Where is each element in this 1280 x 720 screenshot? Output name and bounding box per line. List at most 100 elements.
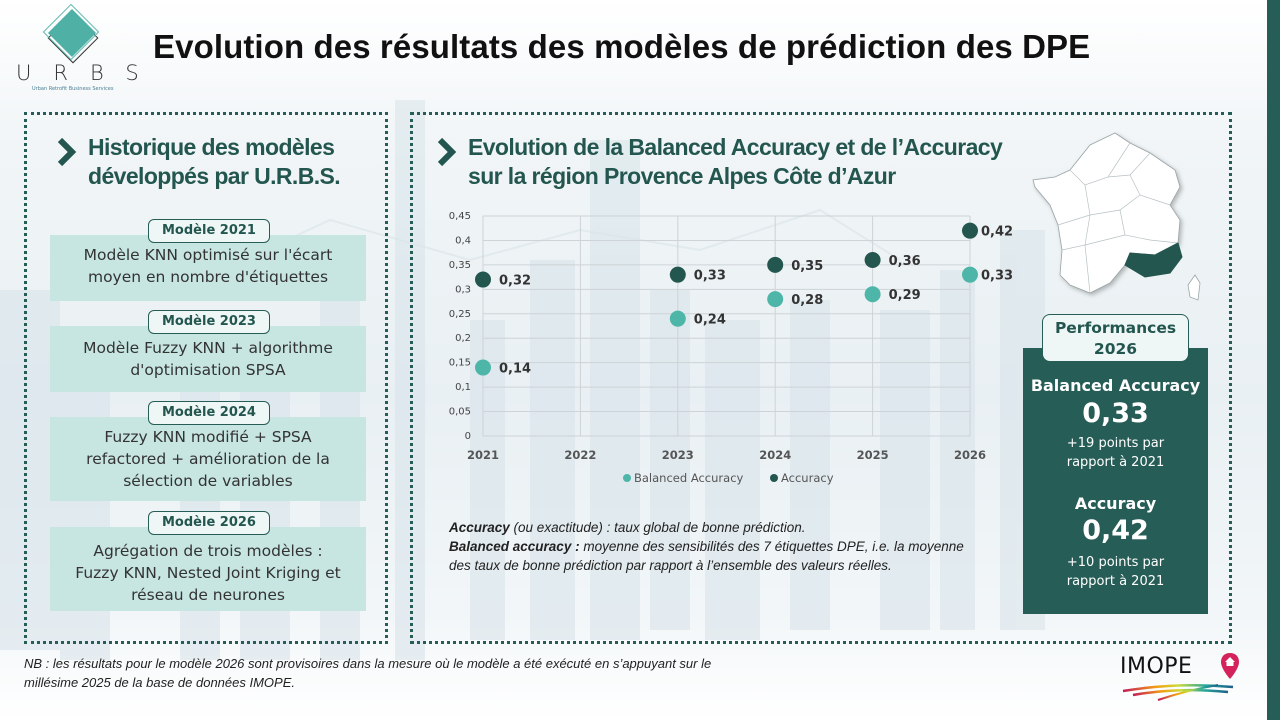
- model-desc-line: d'optimisation SPSA: [130, 361, 286, 379]
- balanced-accuracy-label: Balanced Accuracy: [1030, 376, 1201, 395]
- x-tick-label: 2021: [467, 448, 499, 462]
- model-desc-line: Agrégation de trois modèles :: [93, 542, 323, 560]
- legend-marker: [770, 474, 778, 482]
- footnote-line1: NB : les résultats pour le modèle 2026 s…: [24, 656, 712, 671]
- logo-letters: URBS: [16, 61, 161, 85]
- model-desc-line: refactored + amélioration de la: [86, 450, 330, 468]
- data-point-balanced-accuracy: [767, 291, 784, 308]
- y-tick-label: 0: [465, 431, 471, 442]
- location-pin-icon: [1221, 653, 1239, 679]
- paca-region-highlight: [1124, 242, 1183, 278]
- data-point-accuracy: [669, 266, 686, 283]
- data-label: 0,29: [889, 288, 921, 303]
- data-point-balanced-accuracy: [962, 266, 978, 283]
- y-tick-label: 0,4: [455, 235, 471, 246]
- x-tick-label: 2025: [857, 448, 889, 462]
- data-label: 0,42: [981, 225, 1013, 240]
- model-tag-2021: Modèle 2021: [148, 219, 270, 243]
- chevron-right-icon: [57, 137, 77, 167]
- models-history-title-line1: Historique des modèles: [88, 134, 335, 160]
- data-label: 0,33: [694, 269, 726, 284]
- accuracy-definition: Accuracy (ou exactitude) : taux global d…: [449, 518, 989, 537]
- data-label: 0,35: [791, 259, 823, 274]
- model-tag-2023: Modèle 2023: [148, 310, 270, 334]
- chevron-right-icon: [437, 137, 457, 167]
- models-history-heading: Historique des modèles développés par U.…: [56, 133, 341, 191]
- model-desc-line: réseau de neurones: [131, 586, 285, 604]
- balanced-note-line2: rapport à 2021: [1066, 455, 1165, 470]
- models-history-title-line2: développés par U.R.B.S.: [88, 163, 341, 189]
- balanced-note-line1: +19 points par: [1066, 436, 1165, 451]
- model-desc-line: Modèle KNN optimisé sur l'écart: [83, 246, 333, 264]
- chart-grid: [482, 215, 971, 437]
- data-label: 0,36: [889, 254, 921, 269]
- model-desc-line: Fuzzy KNN modifié + SPSA: [104, 428, 312, 446]
- performance-tag-line1: Performances: [1054, 319, 1177, 337]
- accuracy-text: (ou exactitude) : taux global de bonne p…: [509, 520, 806, 535]
- model-desc-line: Modèle Fuzzy KNN + algorithme: [83, 339, 333, 357]
- footnote-line2: millésime 2025 de la base de données IMO…: [24, 675, 295, 690]
- model-tag-2026: Modèle 2026: [148, 511, 270, 535]
- accuracy-note: +10 points par rapport à 2021: [1023, 553, 1208, 591]
- accuracy-value: 0,42: [1082, 515, 1149, 546]
- data-point-accuracy: [767, 256, 784, 273]
- model-desc-line: sélection de variables: [123, 472, 293, 490]
- legend-label: Accuracy: [781, 471, 834, 485]
- logo-subtitle: Urban Retrofit Business Services: [32, 86, 114, 92]
- logo-diamond-icon: [47, 8, 97, 58]
- provisional-results-note: NB : les résultats pour le modèle 2026 s…: [24, 654, 904, 692]
- y-tick-label: 0,05: [449, 407, 471, 418]
- metric-definitions: Accuracy (ou exactitude) : taux global d…: [449, 518, 989, 575]
- y-tick-label: 0,35: [449, 260, 471, 271]
- y-tick-label: 0,1: [455, 382, 471, 393]
- performance-tag-line2: 2026: [1093, 340, 1138, 358]
- legend-label: Balanced Accuracy: [634, 471, 744, 485]
- x-tick-label: 2022: [564, 448, 596, 462]
- accuracy-label: Accuracy: [1074, 494, 1157, 513]
- y-tick-label: 0,3: [455, 284, 471, 295]
- map-region: [1032, 132, 1181, 294]
- model-desc-line: moyen en nombre d'étiquettes: [87, 268, 329, 286]
- x-tick-label: 2026: [954, 448, 986, 462]
- legend-marker: [623, 474, 631, 482]
- page-title: Evolution des résultats des modèles de p…: [153, 28, 1091, 65]
- accuracy-note-line2: rapport à 2021: [1066, 574, 1165, 589]
- y-tick-label: 0,2: [455, 333, 471, 344]
- model-card-2024: Fuzzy KNN modifié + SPSA refactored + am…: [50, 417, 366, 501]
- x-tick-label: 2024: [759, 448, 791, 462]
- imope-logo: IMOPE: [1118, 652, 1248, 702]
- right-accent-bar: [1267, 0, 1280, 720]
- chart-title-line1: Evolution de la Balanced Accuracy et de …: [468, 134, 1003, 160]
- accuracy-note-line1: +10 points par: [1066, 555, 1165, 570]
- imope-rainbow-lines-icon: [1122, 683, 1234, 701]
- data-point-accuracy: [864, 252, 881, 268]
- data-label: 0,24: [694, 313, 726, 328]
- accuracy-scatter-chart: 0 0,05 0,1 0,15 0,2 0,25 0,3 0,35 0,4 0,45 2021 20…: [449, 211, 1013, 485]
- balanced-accuracy-note: +19 points par rapport à 2021: [1023, 434, 1208, 472]
- model-desc-line: Fuzzy KNN, Nested Joint Kriging et: [75, 564, 341, 582]
- balanced-definition: Balanced accuracy : moyenne des sensibil…: [449, 537, 989, 575]
- model-card-2026: Agrégation de trois modèles : Fuzzy KNN,…: [50, 527, 366, 611]
- corsica: [1187, 274, 1201, 301]
- balanced-accuracy-value: 0,33: [1082, 398, 1149, 429]
- data-point-balanced-accuracy: [864, 286, 881, 303]
- y-tick-label: 0,25: [449, 309, 471, 320]
- imope-logo-text: IMOPE: [1120, 654, 1193, 679]
- chart-points: 0,14 0,24 0,28 0,29 0,33 0,32 0,33 0,35 0,36 0,42: [475, 222, 1013, 377]
- y-tick-label: 0,15: [449, 358, 471, 369]
- data-label: 0,14: [499, 362, 531, 377]
- balanced-term: Balanced accuracy :: [449, 539, 580, 554]
- performance-2026-box: Balanced Accuracy 0,33 +19 points par ra…: [1023, 348, 1208, 614]
- france-map: [1032, 132, 1201, 301]
- data-point-balanced-accuracy: [475, 359, 491, 376]
- y-axis-ticks: 0 0,05 0,1 0,15 0,2 0,25 0,3 0,35 0,4 0,45: [449, 211, 471, 442]
- data-label: 0,33: [981, 269, 1013, 284]
- model-card-2023: Modèle Fuzzy KNN + algorithme d'optimisa…: [50, 326, 366, 392]
- data-point-balanced-accuracy: [669, 310, 686, 327]
- data-point-accuracy: [962, 222, 978, 239]
- data-label: 0,32: [499, 274, 531, 289]
- chart-legend: Balanced Accuracy Accuracy: [623, 471, 834, 485]
- y-tick-label: 0,45: [449, 211, 471, 222]
- performance-2026-tag: Performances 2026: [1042, 314, 1189, 362]
- x-tick-label: 2023: [662, 448, 694, 462]
